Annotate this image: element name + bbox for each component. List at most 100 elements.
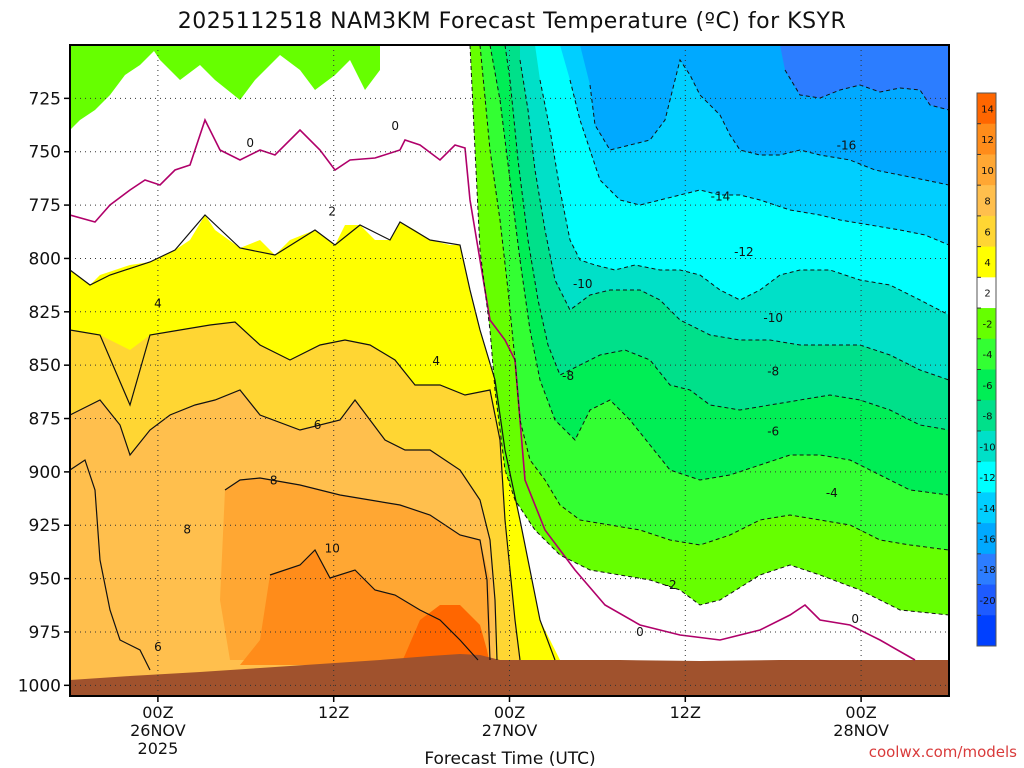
- colorbar-label: 14: [981, 104, 994, 115]
- colorbar-label: -2: [983, 319, 993, 330]
- contour-label: 0: [391, 119, 399, 133]
- y-tick-label: 725: [29, 89, 61, 109]
- colorbar-label: 10: [981, 166, 994, 177]
- region-temp-12to14: [400, 605, 490, 665]
- contour-m18: [784, 69, 949, 111]
- y-tick-label: 975: [29, 623, 61, 643]
- contour-label: -6: [767, 424, 779, 438]
- contour-label: 6: [154, 640, 162, 654]
- colorbar-label: -20: [979, 596, 995, 607]
- colorbar-label: -8: [983, 412, 993, 423]
- contour-label: -8: [767, 365, 779, 379]
- contour-label: 4: [154, 296, 162, 310]
- colorbar-label: 8: [984, 197, 990, 208]
- contour-label: -4: [826, 486, 838, 500]
- colorbar-segment: [977, 277, 996, 309]
- colorbar-label: 2: [984, 289, 990, 300]
- contour-label: 6: [314, 418, 322, 432]
- colorbar-label: -10: [979, 442, 995, 453]
- colorbar-segment: [977, 461, 996, 493]
- contour-m10: [519, 59, 949, 381]
- contour-labels: 0 0 2 4 4 6 8 10 8 6 -10 -8 -12 -14 -16 -10 -8 -6 -4 -2 0 0: [154, 119, 859, 654]
- colorbar-segment: [977, 185, 996, 217]
- colorbar-segment: [977, 338, 996, 370]
- contour-2: [70, 214, 556, 661]
- colorbar-segment: [977, 93, 996, 125]
- colorbar-segment: [977, 400, 996, 432]
- colorbar-label: 4: [984, 258, 990, 269]
- contour-10: [269, 549, 479, 661]
- contour-label: 8: [183, 523, 191, 537]
- colorbar-label: -18: [979, 565, 995, 576]
- colorbar-label: -4: [983, 350, 993, 361]
- colorbar-segment: [977, 369, 996, 401]
- grid: [70, 45, 949, 696]
- contour-m8: [504, 45, 949, 431]
- x-tick-label: 00Z: [142, 703, 173, 722]
- colorbar-segment: [977, 523, 996, 555]
- colorbar-segment: [977, 492, 996, 524]
- contour-label: -14: [711, 190, 731, 204]
- contour-label: -10: [573, 277, 593, 291]
- region-temp-upper-cold-west: [70, 45, 380, 100]
- y-tick-label: 850: [29, 356, 61, 376]
- chart-title: 2025112518 NAM3KM Forecast Temperature (…: [178, 9, 847, 34]
- y-axis: 725 750 775 800 825 850 875 900 925 950 975 1000: [18, 89, 70, 696]
- colorbar-segment: [977, 123, 996, 155]
- y-tick-label: 825: [29, 303, 61, 323]
- colorbar-segment: [977, 584, 996, 616]
- x-axis-title: Forecast Time (UTC): [424, 749, 595, 768]
- contour-label: 0: [246, 136, 254, 150]
- plot-area: [70, 45, 949, 696]
- region-temp-upper-cold-west2: [70, 45, 160, 130]
- x-tick-label: 2025: [138, 739, 179, 758]
- colorbar: 14 12 10 8 6 4 2 -2 -4 -6 -8 -10 -12 -14 -16 -18 -20: [976, 92, 997, 647]
- region-temp-west-8: [70, 460, 150, 680]
- contour-label: -10: [763, 311, 783, 325]
- y-tick-label: 1000: [18, 676, 61, 696]
- y-tick-label: 750: [29, 143, 61, 163]
- x-tick-label: 00Z: [494, 703, 525, 722]
- contour-m16: [589, 58, 949, 186]
- colorbar-segment: [977, 215, 996, 248]
- contour-label: -2: [665, 578, 677, 592]
- colorbar-segment: [977, 615, 996, 647]
- contour-label: 0: [636, 625, 644, 639]
- contour-m2: [469, 45, 949, 616]
- y-tick-label: 875: [29, 410, 61, 430]
- colorbar-label: 12: [981, 135, 994, 146]
- contour-label: 2: [328, 204, 336, 218]
- contour-6: [70, 389, 498, 661]
- colorbar-label: -12: [979, 473, 995, 484]
- x-tick-label: 26NOV: [130, 721, 186, 740]
- y-tick-label: 950: [29, 570, 61, 590]
- contour-8-west: [70, 459, 151, 671]
- credit-text: coolwx.com/models: [869, 743, 1017, 761]
- colorbar-label: -16: [979, 534, 995, 545]
- colorbar-segment: [977, 430, 996, 463]
- contour-label: -8: [562, 369, 574, 383]
- contour-8: [224, 477, 491, 661]
- x-tick-label: 00Z: [845, 703, 876, 722]
- contour-label: 4: [432, 354, 440, 368]
- colorbar-segment: [977, 553, 996, 586]
- y-tick-label: 925: [29, 516, 61, 536]
- colorbar-segment: [977, 154, 996, 186]
- colorbar-label: -14: [979, 504, 995, 515]
- colorbar-label: -6: [983, 381, 993, 392]
- y-tick-label: 775: [29, 196, 61, 216]
- region-temp-m18to-20: [780, 45, 949, 110]
- y-tick-label: 800: [29, 249, 61, 269]
- contour-label: 8: [270, 473, 278, 487]
- contour-label: 10: [325, 542, 340, 556]
- contour-label: 0: [851, 612, 859, 626]
- x-tick-label: 27NOV: [482, 721, 538, 740]
- contour-m12: [539, 79, 949, 316]
- contour-label: -12: [734, 245, 754, 259]
- contour-m4: [479, 45, 949, 551]
- colorbar-label: 6: [984, 227, 990, 238]
- contour-0-west: [70, 117, 916, 661]
- x-tick-label: 12Z: [318, 703, 349, 722]
